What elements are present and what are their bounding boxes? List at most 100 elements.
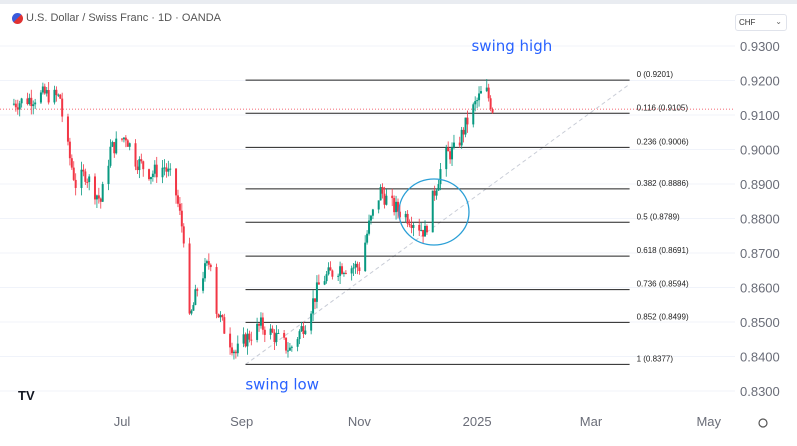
candle-body [300,326,303,332]
candle-body [422,229,425,237]
y-tick-label: 0.9300 [740,39,780,54]
price-chart[interactable]: 0.9300 0.9200 0.9100 0.9000 0.8900 0.8800 0.87… [0,4,797,446]
candle-body [205,261,208,264]
candle-body [406,213,409,224]
currency-label: CHF [739,18,756,27]
candle-body [354,263,357,268]
candle-body [180,210,183,227]
currency-selector[interactable]: CHF ⌄ [735,14,787,31]
candle-body [285,337,288,351]
candle-body [341,266,344,274]
usd-chf-flag-icon [12,12,23,24]
candle-body [248,333,251,340]
fib-level-label: 0.116 (0.9105) [637,103,689,112]
symbol-title-text: U.S. Dollar / Swiss Franc · 1D · OANDA [26,12,221,24]
candle-body [425,225,428,233]
y-tick-label: 0.8800 [740,212,780,227]
candle-body [364,242,367,272]
candle-body [246,333,249,347]
candle-body [45,90,48,94]
candle-body [68,141,71,159]
fib-level-label: 0 (0.9201) [637,70,674,79]
candle-body [485,87,488,92]
candle-body [111,142,114,147]
y-tick-label: 0.8400 [740,350,780,365]
candle-body [169,168,172,170]
candle-body [140,159,143,162]
candle-body [466,117,469,125]
candle-body [163,167,166,169]
candle-body [136,166,139,171]
candle-body [290,346,293,348]
candle-body [59,94,62,99]
candle-body [339,266,342,276]
candle-body [458,142,461,146]
candle-body [395,201,398,213]
candle-body [383,193,386,205]
candle-body [369,215,372,221]
symbol-title[interactable]: U.S. Dollar / Swiss Franc · 1D · OANDA [12,12,221,24]
candle-body [192,304,195,311]
candle-body [462,129,465,135]
fib-level-label: 0.382 (0.8886) [637,179,689,188]
candle-body [304,330,307,335]
candle-body [12,103,15,105]
candle-body [134,143,137,167]
y-tick-label: 0.8900 [740,177,780,192]
candle-body [84,171,87,182]
candle-body [61,98,64,117]
candle-body [109,146,112,166]
candle-body [259,317,262,326]
candle-body [433,190,436,196]
candle-body [32,104,35,107]
candle-body [86,181,89,183]
candle-body [209,264,212,268]
candle-body [275,333,278,342]
candle-body [178,203,181,211]
candle-body [331,270,334,277]
candle-body [418,225,421,231]
candle-body [451,147,454,160]
candle-body [377,200,380,210]
candle-body [219,315,222,318]
candle-body [236,343,239,354]
y-tick-label: 0.9200 [740,74,780,89]
candle-body [124,137,127,141]
candle-body [424,225,427,237]
fib-trend-line [245,83,630,365]
candle-body [101,184,104,202]
candle-body [393,198,396,213]
candle-body [408,223,411,226]
candle-body [242,334,245,344]
fib-level-label: 0.618 (0.8691) [637,246,689,255]
x-tick-label: May [696,414,721,429]
candle-body [368,220,371,234]
candle-body [155,164,158,178]
candle-body [396,201,399,212]
candle-body [182,226,185,244]
candle-body [234,351,237,354]
candle-body [95,195,98,200]
candle-body [358,267,361,272]
candle-body [153,164,156,174]
candle-body [43,86,46,94]
candle-body [489,98,492,109]
candle-body [232,351,235,354]
candle-body [452,142,455,148]
candle-body [329,267,332,271]
candle-body [47,90,50,103]
candle-body [391,195,394,199]
candle-body [14,103,17,108]
candle-body [258,323,261,326]
candle-body [256,323,259,340]
candle-body [16,107,19,110]
candle-body [491,108,494,113]
candle-body [57,94,60,96]
candle-body [379,187,382,201]
settings-gear-icon[interactable] [758,418,768,428]
candle-body [80,169,83,188]
candle-body [70,158,73,168]
candle-body [478,93,481,101]
candle-body [196,289,199,291]
candle-body [161,167,164,178]
